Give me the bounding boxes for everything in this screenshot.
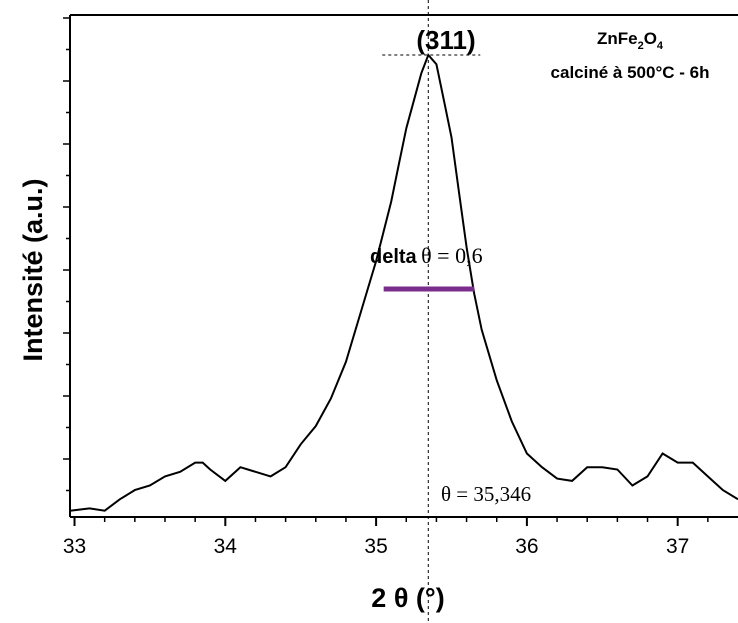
- x-tick-label: 35: [364, 535, 387, 558]
- formula-part-2: O: [644, 29, 657, 48]
- sample-condition: calciné à 500°C - 6h: [551, 63, 710, 82]
- formula-sub-2: 4: [657, 40, 664, 52]
- x-tick-label: 34: [214, 535, 238, 558]
- x-tick-label: 36: [515, 535, 538, 558]
- center-label: θ = 35,346: [441, 482, 531, 506]
- formula-part-1: ZnFe: [597, 29, 638, 48]
- peak-label: (311): [416, 25, 475, 55]
- x-axis-title: 2 θ (°): [371, 583, 444, 613]
- sample-formula: ZnFe2O4: [597, 29, 664, 52]
- axes: [69, 14, 738, 518]
- tick-marks: [63, 17, 709, 526]
- x-tick-labels: 33 34 35 36 37: [63, 535, 690, 558]
- x-tick-label: 33: [63, 535, 86, 558]
- delta-label: delta θ = 0,6: [370, 243, 483, 268]
- formula-sub-1: 2: [638, 40, 644, 52]
- delta-label-value: θ = 0,6: [421, 243, 482, 268]
- y-axis-title: Intensité (a.u.): [18, 178, 48, 361]
- delta-label-word: delta: [370, 246, 418, 268]
- series-line: [69, 53, 738, 512]
- x-tick-label: 37: [666, 535, 689, 558]
